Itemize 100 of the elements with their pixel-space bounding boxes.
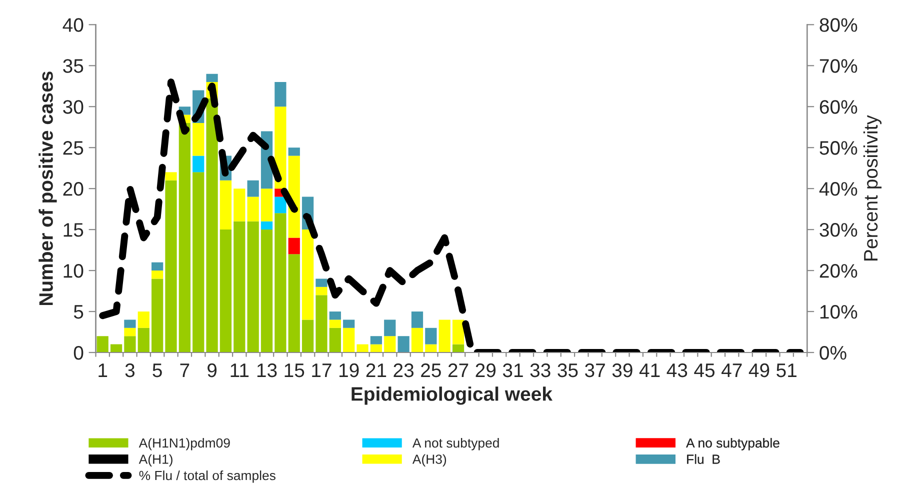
bar: [165, 172, 177, 180]
x-tick-label: 35: [558, 363, 578, 378]
y2-tick-label: 30%: [820, 223, 858, 237]
x-tick-label: 43: [666, 363, 688, 378]
bar: [234, 221, 246, 352]
bar: [302, 230, 314, 320]
x-tick-label: 29: [476, 363, 496, 378]
bar: [192, 156, 204, 172]
bar: [384, 320, 396, 336]
x-tick-label: 13: [257, 363, 277, 378]
legend-label: % Flu / total of samples: [139, 470, 276, 483]
bar: [247, 180, 259, 197]
x-tick-label: 41: [639, 364, 660, 378]
bar: [260, 188, 273, 222]
bar: [452, 344, 464, 352]
bar: [152, 270, 164, 279]
y-tick-label: 5: [74, 305, 84, 319]
y-tick-label: 20: [63, 182, 84, 196]
bar: [234, 188, 246, 222]
bar: [316, 286, 328, 296]
bar: [329, 328, 341, 352]
bar: [370, 336, 382, 344]
legend-label: Flu B: [687, 454, 720, 464]
bar: [329, 312, 341, 320]
bar: [316, 278, 328, 287]
bar: [343, 320, 355, 328]
x-tick-label: 27: [448, 363, 468, 378]
x-tick-label: 7: [180, 364, 190, 378]
x-tick-label: 51: [776, 364, 796, 378]
bar: [384, 336, 396, 352]
bar: [288, 148, 300, 156]
bar: [110, 344, 122, 352]
bar: [124, 320, 136, 328]
y2-tick-label: 50%: [820, 141, 858, 155]
bar: [206, 98, 218, 352]
bar: [411, 312, 424, 328]
bar: [288, 254, 300, 352]
x-tick-label: 19: [340, 363, 359, 378]
x-tick-label: 5: [152, 364, 162, 378]
y-tick-label: 15: [64, 223, 84, 237]
bar: [96, 336, 108, 352]
bar: [192, 172, 204, 352]
bar: [356, 344, 368, 352]
bar: [274, 82, 286, 107]
legend-label: A not subtyped: [412, 438, 499, 450]
y2-tick-label: 60%: [820, 100, 858, 114]
bar: [247, 221, 259, 352]
y2-tick-label: 70%: [820, 59, 858, 73]
y2-axis-title: Percent positivity: [863, 115, 882, 260]
y2-tick-label: 40%: [819, 182, 858, 196]
x-tick-label: 3: [125, 363, 135, 378]
y-axis-title: Number of positive cases: [38, 72, 57, 306]
bar: [288, 238, 300, 254]
bar: [329, 320, 341, 328]
x-tick-label: 21: [366, 363, 386, 378]
bar: [152, 262, 164, 271]
x-axis-title: Epidemiological week: [352, 386, 552, 405]
x-tick-label: 37: [585, 363, 605, 378]
bar: [425, 344, 437, 352]
bar: [425, 328, 437, 344]
bar: [370, 344, 382, 352]
x-tick-label: 1: [98, 364, 108, 378]
y-tick-label: 0: [74, 346, 84, 360]
x-tick-label: 47: [722, 364, 742, 378]
bar: [316, 295, 328, 352]
x-tick-label: 23: [394, 363, 414, 378]
x-tick-label: 11: [230, 364, 249, 378]
bar: [124, 328, 136, 336]
x-tick-label: 45: [694, 364, 715, 378]
bar: [220, 230, 232, 352]
bar: [192, 123, 204, 156]
bar: [274, 196, 286, 214]
bar: [247, 196, 259, 222]
bar: [124, 336, 136, 352]
legend-label: A(H1N1)pdm09: [138, 438, 230, 450]
x-tick-label: 17: [312, 364, 332, 378]
bar: [152, 278, 164, 352]
legend-label: A(H3): [412, 454, 446, 467]
bar: [220, 180, 232, 230]
x-tick-label: 33: [530, 363, 550, 378]
y2-tick-label: 20%: [820, 264, 858, 278]
bar: [343, 328, 355, 352]
y2-tick-label: 80%: [820, 18, 858, 32]
bar: [302, 320, 314, 352]
bar: [206, 74, 218, 82]
x-tick-label: 9: [208, 363, 217, 378]
x-tick-label: 25: [421, 363, 441, 378]
bar: [138, 328, 150, 352]
bar: [274, 213, 286, 352]
bar: [398, 336, 410, 352]
y-tick-label: 10: [64, 264, 84, 278]
x-tick-label: 49: [748, 363, 770, 378]
x-tick-label: 39: [612, 363, 632, 378]
bar: [260, 230, 273, 352]
y2-tick-label: 0%: [820, 346, 846, 360]
bar: [438, 320, 450, 352]
bar: [260, 221, 273, 230]
x-tick-label: 15: [284, 364, 304, 378]
y-tick-label: 25: [63, 141, 84, 155]
bar: [138, 312, 150, 328]
